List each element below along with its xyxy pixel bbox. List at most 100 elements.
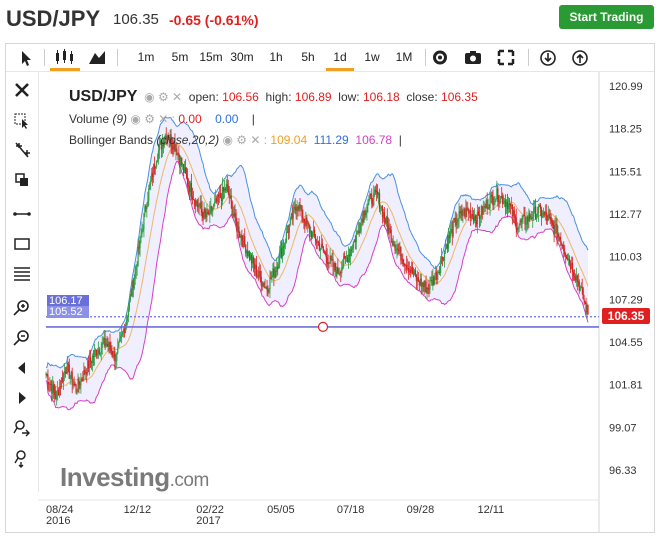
- x-tick-label: 12/12: [124, 504, 152, 516]
- candle-body: [473, 215, 476, 221]
- candle-body: [535, 206, 537, 220]
- candle-body: [162, 142, 164, 147]
- timeframe-30m[interactable]: 30m: [230, 50, 254, 64]
- candle-body: [424, 281, 426, 287]
- timeframe-5m[interactable]: 5m: [171, 50, 189, 64]
- candle-body: [472, 214, 474, 217]
- candle-body: [436, 271, 438, 280]
- volume-legend: Volume (9) ◉ ⚙ ✕ : 0.00 0.00 |: [69, 112, 255, 126]
- bb-icons[interactable]: ◉ ⚙ ✕ :: [222, 133, 268, 147]
- candle-body: [428, 288, 430, 290]
- candle-body: [492, 197, 494, 206]
- volume-icons[interactable]: ◉ ⚙ ✕ :: [130, 112, 176, 126]
- candle-body: [94, 349, 97, 351]
- scroll-right-icon[interactable]: [12, 388, 32, 408]
- zoom-out-icon[interactable]: [12, 328, 32, 348]
- candle-body: [368, 198, 370, 204]
- candle-body: [207, 211, 209, 214]
- candle-body: [406, 264, 408, 270]
- timeframe-1d[interactable]: 1d: [326, 44, 354, 71]
- candle-body: [255, 264, 258, 277]
- candle-body: [300, 205, 302, 209]
- candle-body: [572, 272, 575, 277]
- candle-body: [184, 167, 186, 173]
- volume-value-b: 0.00: [215, 112, 239, 126]
- candle-body: [148, 188, 150, 201]
- candle-body: [366, 206, 368, 213]
- candle-body: [573, 276, 576, 278]
- rectangle-icon[interactable]: [12, 234, 32, 254]
- candle-body: [461, 210, 463, 216]
- timeframe-1M[interactable]: 1M: [395, 50, 413, 64]
- candle-body: [88, 360, 90, 369]
- legend-visibility-icons[interactable]: ◉ ⚙ ✕: [140, 90, 186, 104]
- close-icon[interactable]: [12, 80, 32, 100]
- candle-body: [53, 384, 55, 391]
- candle-body: [307, 223, 309, 225]
- candle-body: [329, 255, 331, 263]
- candle-body: [293, 206, 295, 208]
- candle-body: [177, 152, 179, 155]
- candle-body: [228, 193, 230, 198]
- candle-body: [176, 148, 178, 155]
- candle-body: [470, 210, 472, 219]
- download-icon[interactable]: [538, 44, 558, 71]
- candle-body: [326, 257, 328, 264]
- candle-body: [200, 202, 202, 210]
- candle-body: [586, 304, 588, 313]
- candle-body: [48, 383, 50, 385]
- y-tick-label: 112.77: [609, 209, 642, 221]
- cursor-icon[interactable]: [16, 44, 36, 71]
- candle-body: [173, 142, 175, 150]
- select-cursor-icon[interactable]: [12, 110, 32, 130]
- trend-line-icon[interactable]: [12, 204, 32, 224]
- candle-body: [256, 275, 258, 277]
- candle-body: [476, 211, 479, 225]
- candle-body: [170, 134, 172, 145]
- candle-body: [414, 270, 417, 276]
- candle-body: [99, 353, 101, 355]
- candle-body: [246, 250, 248, 254]
- timeframe-1h[interactable]: 1h: [269, 50, 283, 64]
- candle-body: [129, 294, 131, 301]
- candle-body: [467, 209, 469, 211]
- candle-body: [117, 347, 119, 353]
- candle-body: [268, 289, 270, 293]
- candles-chart-type-button[interactable]: [50, 44, 80, 71]
- fullscreen-icon[interactable]: [496, 44, 516, 71]
- clone-icon[interactable]: [12, 170, 32, 190]
- settings-gear-icon[interactable]: [430, 44, 450, 71]
- timeframe-1m[interactable]: 1m: [137, 50, 155, 64]
- volume-value-a: 0.00: [178, 112, 202, 126]
- candle-body: [501, 196, 503, 198]
- candle-body: [423, 285, 425, 287]
- start-trading-button[interactable]: Start Trading: [559, 5, 654, 29]
- candle-body: [451, 228, 453, 237]
- timeframe-15m[interactable]: 15m: [199, 50, 223, 64]
- timeframe-1w[interactable]: 1w: [364, 50, 380, 64]
- candle-body: [554, 225, 556, 235]
- candle-body: [254, 264, 257, 269]
- scroll-left-icon[interactable]: [12, 358, 32, 378]
- area-chart-icon[interactable]: [86, 44, 108, 71]
- hline-tag-upper[interactable]: 106.17: [47, 295, 89, 307]
- candle-body: [448, 235, 450, 239]
- pan-left-icon[interactable]: [12, 418, 32, 438]
- timeframe-5h[interactable]: 5h: [301, 50, 315, 64]
- candle-body: [340, 272, 342, 274]
- zoom-in-icon[interactable]: [12, 298, 32, 318]
- candle-body: [209, 206, 211, 216]
- candle-body: [192, 199, 194, 201]
- fibonacci-icon[interactable]: [12, 264, 32, 284]
- candle-body: [580, 286, 582, 288]
- candle-body: [425, 281, 427, 293]
- candle-body: [234, 212, 236, 217]
- crosshair-magic-icon[interactable]: [12, 140, 32, 160]
- camera-icon[interactable]: [463, 44, 483, 71]
- hline-tag-lower[interactable]: 105.52: [47, 306, 89, 318]
- reset-zoom-icon[interactable]: [12, 448, 32, 468]
- candle-body: [249, 251, 251, 260]
- candle-body: [191, 196, 194, 200]
- upload-icon[interactable]: [570, 44, 590, 71]
